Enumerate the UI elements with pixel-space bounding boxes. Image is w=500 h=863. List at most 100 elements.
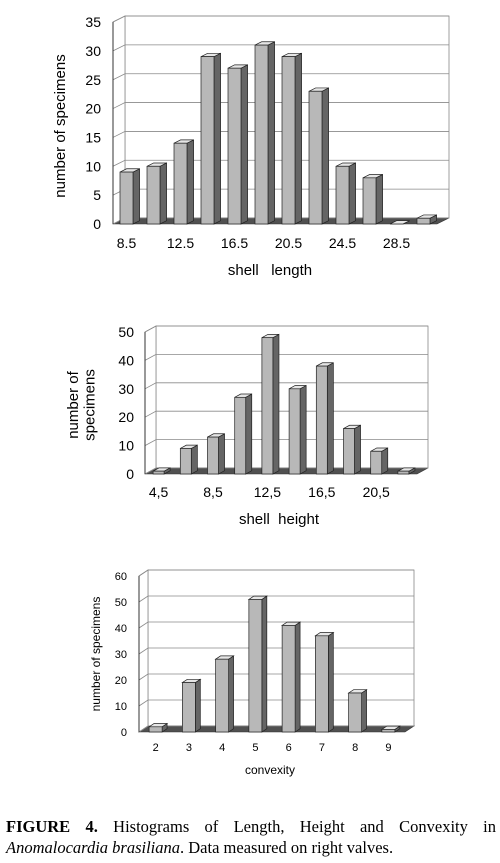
bar-front (227, 67, 242, 225)
bar (416, 214, 437, 225)
bar (370, 447, 389, 475)
bar (119, 168, 140, 225)
bar-side (240, 64, 248, 225)
bar (146, 162, 167, 225)
bar-side (195, 678, 201, 733)
x-tick-label: 12.5 (167, 235, 194, 251)
x-tick-label: 3 (186, 742, 192, 754)
bar (335, 162, 356, 225)
gridline (144, 353, 428, 361)
x-tick-label: 7 (319, 742, 325, 754)
bar (152, 467, 171, 475)
bar (389, 220, 410, 225)
length-histogram: 0 5 10 15 20 25 30 35 8.5 12.5 16.5 20.5 24.5 28.5 she… (52, 14, 450, 279)
gridline (112, 131, 449, 138)
bar-side (348, 162, 356, 225)
bar-side (228, 655, 234, 733)
y-tick-label: 5 (93, 187, 101, 203)
bar-side (294, 621, 301, 733)
gridline (144, 382, 428, 390)
bar-top (389, 220, 410, 225)
bar-front (152, 470, 165, 475)
y-tick-label: 40 (118, 352, 134, 368)
bar (347, 689, 368, 733)
x-tick-label: 5 (252, 742, 258, 754)
y-tick-label: 10 (118, 438, 134, 454)
bar (234, 393, 253, 475)
bar-side (321, 87, 329, 225)
bar (261, 333, 280, 475)
gridline (112, 73, 449, 81)
y-tick-label: 20 (85, 101, 101, 117)
bar (200, 52, 221, 225)
bar-side (186, 139, 194, 225)
caption-label: FIGURE 4. (6, 817, 98, 836)
bar (343, 424, 361, 475)
bar-front (315, 635, 329, 733)
y-tick-label: 30 (115, 649, 127, 661)
bar (380, 725, 401, 733)
bar-side (326, 362, 334, 475)
bar (247, 595, 268, 733)
y-axis-title: number of specimens (89, 597, 103, 712)
gridline (138, 595, 414, 603)
bar-front (200, 56, 215, 225)
y-tick-label: 10 (115, 701, 127, 713)
y-tick-label: 40 (115, 623, 127, 635)
x-tick-label: 12,5 (254, 484, 281, 500)
gridline (144, 467, 428, 475)
bar-front (234, 396, 247, 475)
x-tick-label: 8,5 (203, 484, 223, 500)
bar-side (328, 631, 334, 733)
bar (254, 41, 275, 225)
bar-front (370, 450, 383, 475)
gridline (144, 439, 428, 446)
bar-front (261, 337, 274, 475)
y-tick-label: 60 (115, 571, 127, 583)
convexity-histogram: 0 10 20 30 40 50 60 2 3 4 5 6 7 8 9 convexity number of … (89, 569, 415, 777)
x-axis-title: shell length (228, 262, 312, 279)
bar-side (375, 173, 383, 225)
bar (227, 64, 248, 225)
gridline (138, 621, 414, 629)
bar (280, 621, 302, 733)
plot-floor (138, 725, 415, 733)
figure-caption: FIGURE 4. Histograms of Length, Height a… (6, 816, 496, 858)
x-tick-label: 16,5 (308, 484, 335, 500)
height-histogram: 0 10 20 30 40 50 4,5 8,5 12,5 16,5 20,5 shell heigh… (65, 324, 429, 528)
bar-side (299, 384, 307, 475)
gridline (144, 325, 428, 333)
bar-front (416, 217, 431, 225)
y-tick-label: 0 (121, 727, 127, 739)
y-tick-label: 35 (85, 14, 101, 30)
bar (147, 722, 169, 733)
bar-front (182, 682, 196, 733)
bar-front (343, 428, 355, 475)
y-tick-label: 20 (118, 409, 134, 425)
bar-front (288, 388, 301, 475)
bar-side (381, 447, 389, 475)
bar-side (272, 333, 280, 475)
x-tick-label: 20,5 (363, 484, 390, 500)
bar-front (397, 470, 410, 475)
x-tick-label: 2 (153, 742, 159, 754)
y-tick-label: 20 (115, 675, 127, 687)
y-tick-label: 0 (93, 216, 101, 232)
bar-side (213, 52, 221, 225)
x-tick-label: 20.5 (275, 235, 302, 251)
bar (288, 384, 307, 475)
bar-front (381, 729, 396, 733)
bar-front (207, 436, 219, 475)
y-axis-title: number ofspecimens (65, 369, 99, 441)
bar-side (261, 595, 268, 733)
bar-front (148, 726, 163, 733)
bar (179, 444, 198, 475)
bar-side (190, 444, 198, 475)
gridline (112, 15, 449, 23)
bar-side (267, 41, 275, 225)
x-axis-title: convexity (245, 763, 295, 777)
bar-front (215, 658, 229, 733)
x-tick-label: 28.5 (383, 235, 410, 251)
gridline (112, 44, 449, 52)
x-tick-label: 4,5 (149, 484, 169, 500)
